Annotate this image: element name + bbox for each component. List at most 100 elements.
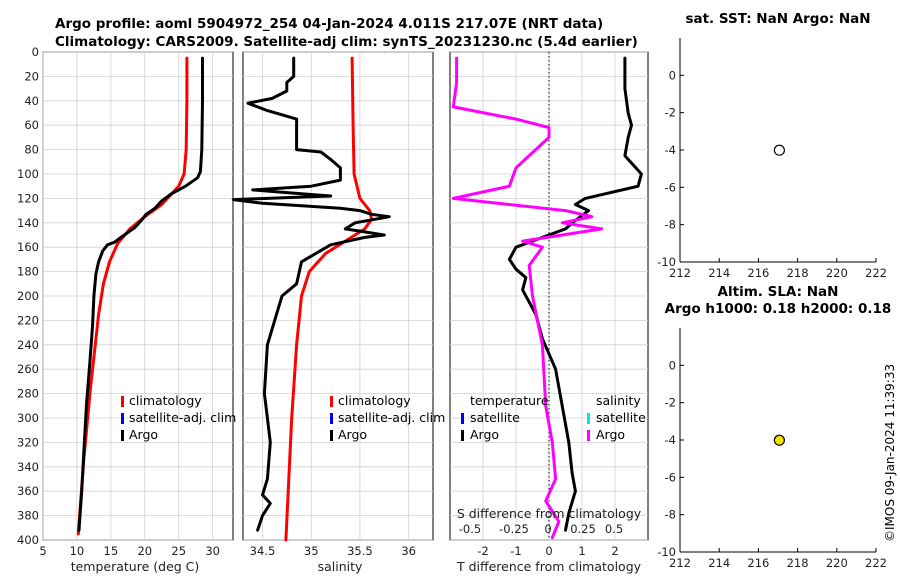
legend-label-climatology: climatology — [338, 393, 411, 408]
legend-label-climatology: climatology — [129, 393, 202, 408]
legend-label-t-argo: Argo — [470, 427, 499, 442]
xtick-label: 15 — [104, 544, 119, 558]
ytick-label: 100 — [17, 167, 39, 181]
legend-label-s-satellite: satellite — [596, 410, 646, 425]
xtick-label: -1 — [510, 544, 521, 558]
difference-panel: -2 -1 0 1 2 T difference from climatology S … — [449, 51, 649, 574]
xtick-label: 20 — [137, 544, 152, 558]
legend-swatch-climatology — [121, 396, 124, 407]
ytick-label: 120 — [17, 191, 39, 205]
legend-label-t-satellite: satellite — [470, 410, 520, 425]
ytick-label: -4 — [665, 143, 676, 157]
xtick-label: -2 — [477, 544, 488, 558]
ytick-label: -10 — [657, 255, 676, 269]
ytick-label: 400 — [17, 533, 39, 547]
legend-header-temperature: temperature — [470, 393, 549, 408]
series-line-s-argo-climatology — [451, 56, 604, 540]
legend-label-satellite: satellite-adj. clim — [338, 410, 445, 425]
xtick-label: 35 — [304, 544, 319, 558]
ytick-label: -6 — [665, 180, 676, 194]
ytick-label: 360 — [17, 484, 39, 498]
xtick-label: 218 — [787, 266, 809, 280]
xtick-label: 30 — [205, 544, 220, 558]
legend-label-argo: Argo — [129, 427, 158, 442]
ytick-label: 0 — [669, 358, 676, 372]
ytick-label: 380 — [17, 509, 39, 523]
ytick-label: 300 — [17, 411, 39, 425]
xtick-label: 10 — [70, 544, 85, 558]
legend-swatch-satellite — [121, 413, 124, 424]
legend-swatch-argo — [121, 430, 124, 441]
xtick-label: 222 — [865, 556, 887, 570]
ytick-label: 340 — [17, 460, 39, 474]
sst-title: sat. SST: NaN Argo: NaN — [685, 11, 870, 27]
legend-swatch-t-argo — [461, 430, 464, 441]
ytick-label: 60 — [24, 118, 39, 132]
legend-swatch-argo — [330, 430, 333, 441]
xtick-label: 5 — [39, 544, 46, 558]
xtick-label: 214 — [708, 266, 730, 280]
temperature-xlabel: temperature (deg C) — [71, 559, 200, 574]
legend-swatch-climatology — [330, 396, 333, 407]
ytick-label: 140 — [17, 216, 39, 230]
float-location-marker — [773, 144, 785, 156]
xtick-label: 2 — [611, 544, 618, 558]
s-diff-tick-label: -0.5 — [459, 522, 481, 536]
temperature-legend: climatology satellite-adj. clim Argo — [121, 393, 236, 442]
xtick-label: 220 — [826, 266, 848, 280]
sla-title: Altim. SLA: NaN — [718, 284, 839, 300]
figure-title-line1: Argo profile: aoml 5904972_254 04-Jan-20… — [55, 16, 603, 32]
s-difference-label: S difference from climatology — [457, 506, 642, 521]
xtick-label: 212 — [669, 556, 691, 570]
ytick-label: -6 — [665, 470, 676, 484]
legend-swatch-s-argo — [587, 430, 590, 441]
xtick-label: 216 — [747, 556, 769, 570]
xtick-label: 34.5 — [250, 544, 276, 558]
legend-label-satellite: satellite-adj. clim — [129, 410, 236, 425]
legend-label-s-argo: Argo — [596, 427, 625, 442]
sst-panel: sat. SST: NaN Argo: NaN 212 214 216 218 220 2… — [657, 11, 887, 280]
ytick-label: 180 — [17, 265, 39, 279]
ytick-label: -4 — [665, 433, 676, 447]
xtick-label: 1 — [578, 544, 585, 558]
ytick-label: 40 — [24, 94, 39, 108]
xtick-label: 216 — [747, 266, 769, 280]
temperature-diff-legend: temperature satellite Argo — [461, 393, 549, 442]
figure-title-line2: Climatology: CARS2009. Satellite-adj cli… — [55, 34, 638, 50]
sla-subtitle: Argo h1000: 0.18 h2000: 0.18 — [665, 301, 892, 317]
xtick-label: 25 — [171, 544, 186, 558]
ytick-label: 0 — [32, 45, 39, 59]
xtick-label: 35.5 — [347, 544, 373, 558]
xtick-label: 0 — [545, 544, 552, 558]
ytick-label: 80 — [24, 143, 39, 157]
salinity-panel: 34.5 35 35.5 36 salinity climatology satell… — [231, 51, 445, 574]
ytick-label: 240 — [17, 338, 39, 352]
s-difference-ticks: -0.5 -0.25 0 0.25 0.5 — [459, 522, 623, 536]
s-diff-tick-label: 0.5 — [605, 522, 623, 536]
imos-timestamp-watermark: ©IMOS 09-Jan-2024 11:39:33 — [883, 364, 897, 542]
temperature-panel: 5 10 15 20 25 3002040608010012014016018020022… — [17, 45, 236, 574]
t-difference-xlabel: T difference from climatology — [456, 559, 642, 574]
salinity-xlabel: salinity — [318, 559, 363, 574]
legend-swatch-s-satellite — [587, 413, 590, 424]
ytick-label: -2 — [665, 106, 676, 120]
salinity-diff-legend: salinity satellite Argo — [587, 393, 646, 442]
xtick-label: 218 — [787, 556, 809, 570]
s-diff-tick-label: 0.25 — [570, 522, 596, 536]
xtick-label: 214 — [708, 556, 730, 570]
ytick-label: -2 — [665, 396, 676, 410]
legend-swatch-t-satellite — [461, 413, 464, 424]
xtick-label: 36 — [401, 544, 416, 558]
ytick-label: -8 — [665, 508, 676, 522]
ytick-label: 220 — [17, 313, 39, 327]
ytick-label: 200 — [17, 289, 39, 303]
ytick-label: 260 — [17, 362, 39, 376]
salinity-legend: climatology satellite-adj. clim Argo — [330, 393, 445, 442]
ytick-label: 160 — [17, 240, 39, 254]
float-location-marker — [773, 434, 785, 446]
ytick-label: -8 — [665, 218, 676, 232]
legend-header-salinity: salinity — [596, 393, 641, 408]
ytick-label: -10 — [657, 545, 676, 559]
series-line-argo — [77, 56, 204, 532]
